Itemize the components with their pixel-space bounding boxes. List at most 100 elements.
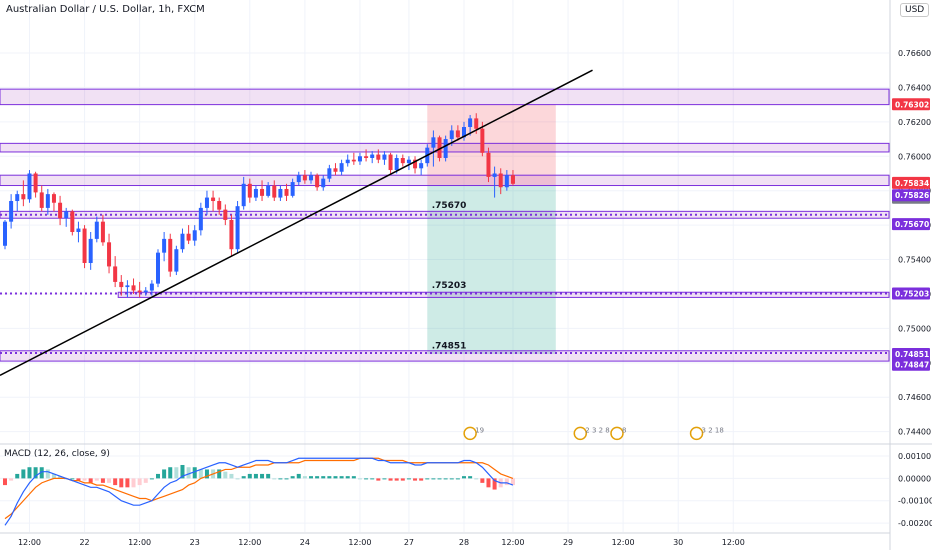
candle-body: [9, 201, 14, 222]
price-label-text: 0.74847: [895, 361, 929, 370]
macd-histogram-bar: [149, 478, 154, 480]
take-profit-area: [427, 184, 556, 355]
price-label-text: 0.75670: [895, 220, 929, 229]
support-zone-2: [117, 291, 890, 298]
macd-histogram-bar: [321, 476, 326, 479]
candle-body: [107, 242, 112, 267]
candle-body: [309, 175, 313, 181]
macd-histogram-bar: [443, 478, 448, 480]
price-tick-label: 0.75400: [898, 256, 931, 265]
macd-histogram-bar: [253, 473, 258, 479]
macd-histogram-bar: [70, 478, 75, 480]
macd-histogram-bar: [284, 478, 289, 480]
candle-body: [333, 168, 338, 172]
price-tick-label: 0.76200: [898, 118, 931, 127]
price-tick-label: 0.74600: [898, 393, 931, 402]
economic-event-count: 19: [475, 426, 484, 434]
macd-histogram-bar: [33, 467, 38, 479]
candle-body: [223, 209, 228, 220]
candle-body: [76, 228, 81, 232]
candle-body: [217, 201, 222, 210]
macd-histogram-bar: [449, 478, 454, 480]
candle-body: [364, 156, 369, 158]
economic-event-count: 8: [622, 426, 626, 434]
macd-histogram-bar: [162, 469, 167, 479]
price-label-text: 0.75826: [895, 191, 929, 200]
trendline: [0, 69, 593, 377]
macd-histogram-bar: [76, 478, 81, 481]
macd-histogram-bar: [400, 478, 405, 481]
candle-body: [321, 178, 326, 188]
candle-body: [229, 219, 234, 250]
candle-body: [247, 183, 252, 198]
candle-body: [27, 173, 32, 200]
macd-histogram-bar: [510, 478, 515, 486]
candle-body: [88, 238, 93, 263]
macd-histogram-bar: [486, 478, 491, 488]
candle-body: [198, 207, 203, 231]
candle-body: [113, 266, 118, 282]
macd-histogram-bar: [235, 478, 240, 480]
macd-histogram-bar: [229, 473, 234, 479]
price-label-text: 0.74851: [895, 350, 929, 359]
macd-histogram-bar: [425, 478, 430, 480]
economic-event-count: 2 3 2 8: [585, 426, 610, 434]
candle-body: [137, 290, 142, 293]
price-label-tag: [892, 358, 930, 371]
candle-body: [100, 221, 105, 243]
macd-signal-line: [4, 457, 514, 520]
time-tick-label: 22: [79, 538, 89, 547]
candle-body: [413, 159, 418, 169]
macd-histogram-bar: [223, 471, 228, 479]
chart-title: Australian Dollar / U.S. Dollar, 1h, FXC…: [6, 4, 205, 15]
candle-body: [370, 154, 375, 158]
macd-legend: MACD (12, 26, close, 9): [4, 449, 110, 459]
candle-body: [486, 152, 491, 177]
level-annotation: .75670: [432, 201, 467, 211]
macd-histogram-bar: [39, 467, 44, 479]
macd-tick-label: -0.00100: [898, 497, 932, 506]
candle-body: [437, 137, 442, 158]
macd-histogram-bar: [266, 473, 271, 479]
macd-histogram-bar: [217, 469, 222, 479]
candle-body: [3, 221, 7, 246]
macd-histogram-bar: [260, 473, 265, 479]
candle-body: [351, 159, 356, 162]
candle-body: [51, 194, 56, 203]
macd-histogram-bar: [437, 478, 442, 480]
macd-histogram-bar: [21, 469, 26, 479]
candle-body: [33, 173, 38, 193]
macd-histogram-bar: [156, 473, 160, 479]
macd-histogram-bar: [290, 476, 295, 479]
macd-histogram-bar: [192, 467, 197, 479]
macd-histogram-bar: [27, 467, 32, 479]
currency-button[interactable]: USD: [900, 3, 930, 17]
macd-histogram-bar: [406, 478, 411, 480]
candle-body: [15, 194, 20, 202]
macd-histogram-bar: [351, 476, 356, 479]
macd-histogram-bar: [131, 478, 136, 488]
time-tick-label: 30: [673, 538, 683, 547]
candle-body: [186, 233, 191, 241]
macd-histogram-bar: [82, 478, 87, 481]
price-label-text: 0.76302: [895, 100, 929, 109]
macd-histogram-bar: [504, 478, 509, 486]
candle-body: [94, 221, 99, 239]
candle-body: [492, 173, 497, 177]
macd-histogram-bar: [357, 478, 362, 480]
candle-body: [39, 192, 44, 208]
candle-body: [64, 211, 69, 219]
price-tick-label: 0.76400: [898, 83, 931, 92]
candle-body: [510, 175, 515, 184]
candle-body: [382, 154, 387, 160]
candle-body: [70, 211, 75, 232]
macd-histogram-bar: [58, 476, 63, 479]
candle-body: [394, 157, 399, 171]
macd-histogram-bar: [113, 478, 118, 486]
macd-line: [4, 457, 514, 526]
support-zone-1: [0, 210, 890, 219]
candle-body: [504, 175, 509, 188]
candle-body: [339, 163, 344, 172]
time-tick-label: 28: [459, 538, 469, 547]
